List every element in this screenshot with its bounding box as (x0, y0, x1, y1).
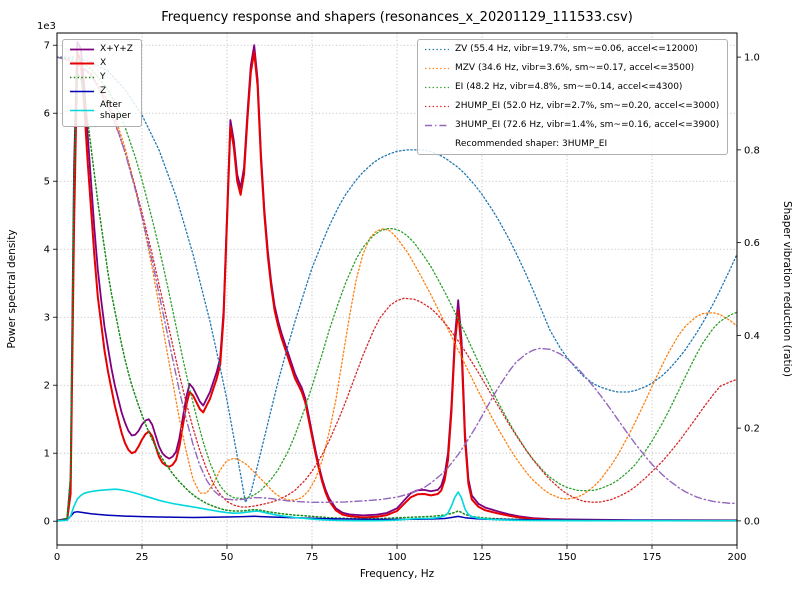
legend-line-sample (70, 76, 94, 79)
legend-item-label: MZV (34.6 Hz, vibr=3.6%, sm~=0.17, accel… (455, 63, 695, 74)
x-tick-label: 75 (306, 552, 319, 563)
curve-after-shaper (57, 488, 737, 522)
y-right-tick-label: 1.0 (744, 53, 760, 64)
y-right-axis-label: Shaper vibration reduction (ratio) (781, 201, 793, 377)
legend-item-y: Y (69, 72, 133, 83)
curve-mzv (57, 56, 737, 501)
y-left-axis-label: Power spectral density (6, 229, 18, 348)
legend-line-sample (70, 90, 94, 93)
legend-item-3hump-ei: 3HUMP_EI (72.6 Hz, vibr=1.4%, sm~=0.16, … (424, 120, 719, 131)
legend-line-sample (425, 67, 449, 70)
x-tick-label: 125 (472, 552, 491, 563)
y-right-tick-label: 0.6 (744, 238, 760, 249)
axis-ticks: 0 25 50 75 100 125 150 175 200 0 1 2 3 4 5 6 7 0.0 0.2 0.4 0… (44, 41, 760, 563)
legend-item-note: Recommended shaper: 3HUMP_EI (424, 139, 719, 150)
legend-item-label: X (100, 58, 107, 69)
y-left-tick-label: 6 (44, 109, 50, 120)
legend-line-sample (425, 48, 449, 51)
legend-line-sample (70, 48, 94, 51)
y-right-tick-label: 0.2 (744, 424, 760, 435)
legend-item-x: X (69, 58, 133, 69)
curve-x (57, 51, 737, 522)
legend-line-sample (425, 105, 449, 108)
legend-item-label: 2HUMP_EI (52.0 Hz, vibr=2.7%, sm~=0.20, … (455, 101, 720, 112)
legend-item-label: After shaper (100, 100, 131, 121)
x-tick-label: 200 (727, 552, 746, 563)
y-left-tick-label: 1 (44, 449, 50, 460)
x-tick-label: 0 (54, 552, 60, 563)
x-tick-label: 100 (387, 552, 406, 563)
legend-line-sample (424, 139, 450, 150)
curve-ei (57, 56, 737, 500)
legend-item-label: Y (100, 72, 106, 83)
chart-title: Frequency response and shapers (resonanc… (161, 10, 633, 25)
x-axis-label: Frequency, Hz (360, 568, 435, 580)
legend-item-label: Recommended shaper: 3HUMP_EI (455, 139, 608, 150)
x-tick-label: 50 (221, 552, 234, 563)
legend-item-label: X+Y+Z (100, 44, 133, 55)
y-left-tick-label: 7 (44, 41, 50, 52)
y-left-tick-label: 3 (44, 313, 50, 324)
legend-item-z: Z (69, 86, 133, 97)
y-left-tick-label: 0 (44, 517, 50, 528)
legend-line-sample (70, 62, 94, 65)
y-right-tick-label: 0.8 (744, 145, 760, 156)
x-tick-label: 25 (136, 552, 149, 563)
y-right-tick-label: 0.4 (744, 331, 760, 342)
legend-item-label: EI (48.2 Hz, vibr=4.8%, sm~=0.14, accel<… (455, 82, 683, 93)
y-left-offset-label: 1e3 (37, 21, 56, 32)
legend-line-sample (70, 109, 94, 112)
legend-item-2hump-ei: 2HUMP_EI (52.0 Hz, vibr=2.7%, sm~=0.20, … (424, 101, 719, 112)
x-tick-label: 150 (557, 552, 576, 563)
legend-item-after-shaper: After shaper (69, 100, 133, 122)
legend-line-sample (425, 86, 449, 89)
y-left-tick-label: 5 (44, 177, 50, 188)
legend-line-sample (425, 124, 449, 127)
curve-3hump-ei (57, 56, 737, 504)
legend-item-label: ZV (55.4 Hz, vibr=19.7%, sm~=0.06, accel… (455, 44, 698, 55)
legend-item-ei: EI (48.2 Hz, vibr=4.8%, sm~=0.14, accel<… (424, 82, 719, 93)
x-tick-label: 175 (642, 552, 661, 563)
legend-item-label: 3HUMP_EI (72.6 Hz, vibr=1.4%, sm~=0.16, … (455, 120, 720, 131)
y-left-tick-label: 2 (44, 381, 50, 392)
curve-2hump-ei (57, 56, 737, 508)
legend-item-mzv: MZV (34.6 Hz, vibr=3.6%, sm~=0.17, accel… (424, 63, 719, 74)
legend-shapers: ZV (55.4 Hz, vibr=19.7%, sm~=0.06, accel… (417, 39, 729, 155)
legend-psd: X+Y+Z X Y Z After shaper (62, 39, 142, 127)
legend-item-zv: ZV (55.4 Hz, vibr=19.7%, sm~=0.06, accel… (424, 44, 719, 55)
legend-item-label: Z (100, 86, 107, 97)
y-right-tick-label: 0.0 (744, 516, 760, 527)
legend-item-x-y-z: X+Y+Z (69, 44, 133, 55)
y-left-tick-label: 4 (44, 245, 50, 256)
